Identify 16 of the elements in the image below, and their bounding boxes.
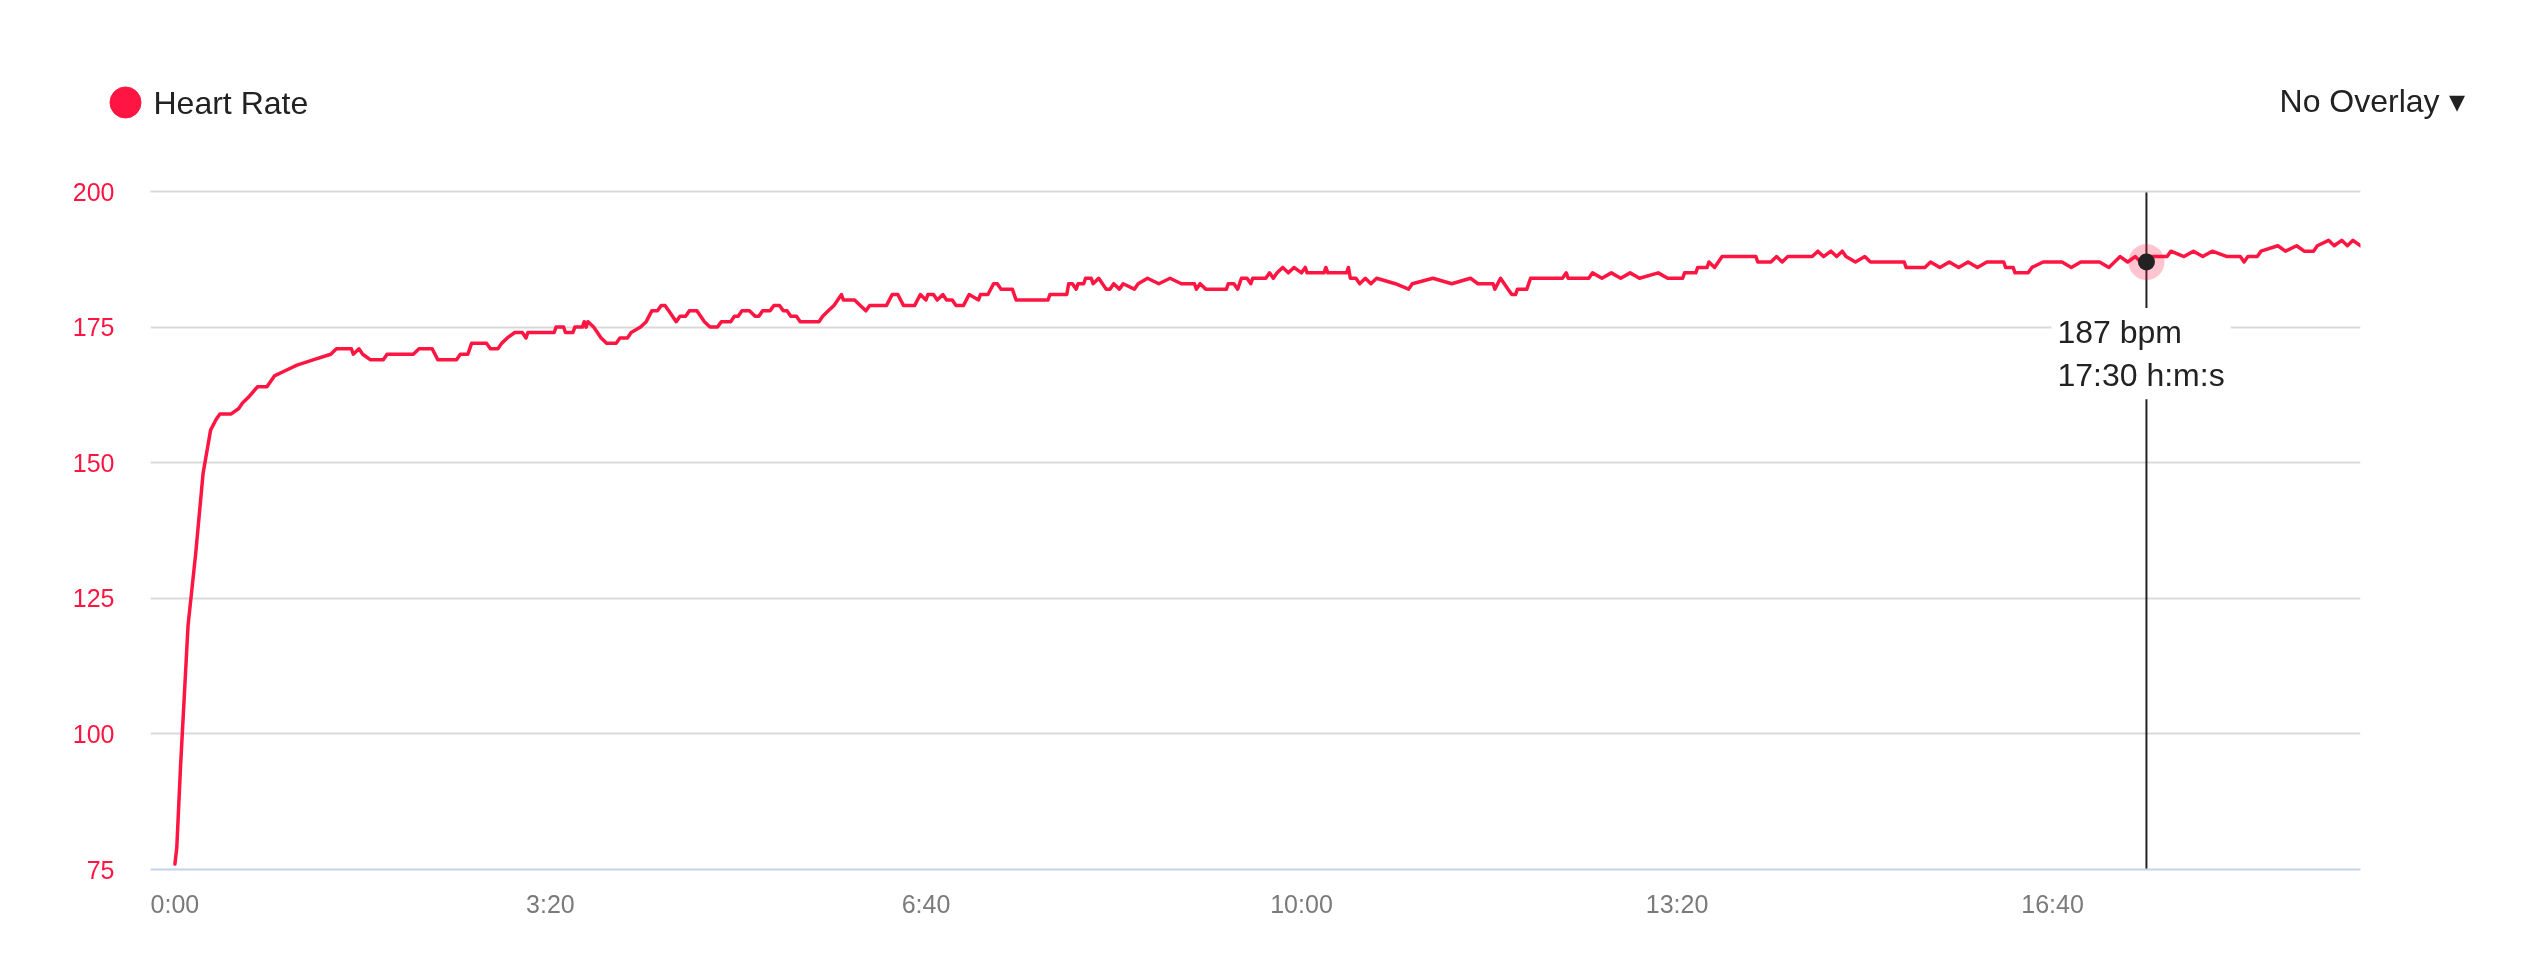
x-tick-label: 16:40 bbox=[2021, 889, 2084, 918]
text: No Overlay ▾ bbox=[2279, 82, 2465, 119]
x-tick-label: 6:40 bbox=[901, 889, 951, 918]
line-series bbox=[173, 238, 2361, 866]
annotation: 187 bpm 17:30 h:m:s bbox=[2057, 314, 2225, 394]
y-tick-label: 175 bbox=[72, 313, 115, 342]
x-tick-label: 10:00 bbox=[1270, 889, 1333, 918]
y-tick-label: 200 bbox=[72, 177, 115, 206]
x-tick-label: 13:20 bbox=[1645, 889, 1709, 918]
y-tick-label: 100 bbox=[72, 719, 115, 748]
x-tick-label: 0:00 bbox=[150, 889, 200, 918]
y-tick-label: 125 bbox=[72, 584, 115, 613]
x-tick-label: 3:20 bbox=[526, 889, 575, 918]
y-tick-label: 75 bbox=[86, 855, 115, 884]
legend-label: Heart Rate bbox=[153, 84, 309, 121]
y-tick-label: 150 bbox=[72, 448, 115, 477]
